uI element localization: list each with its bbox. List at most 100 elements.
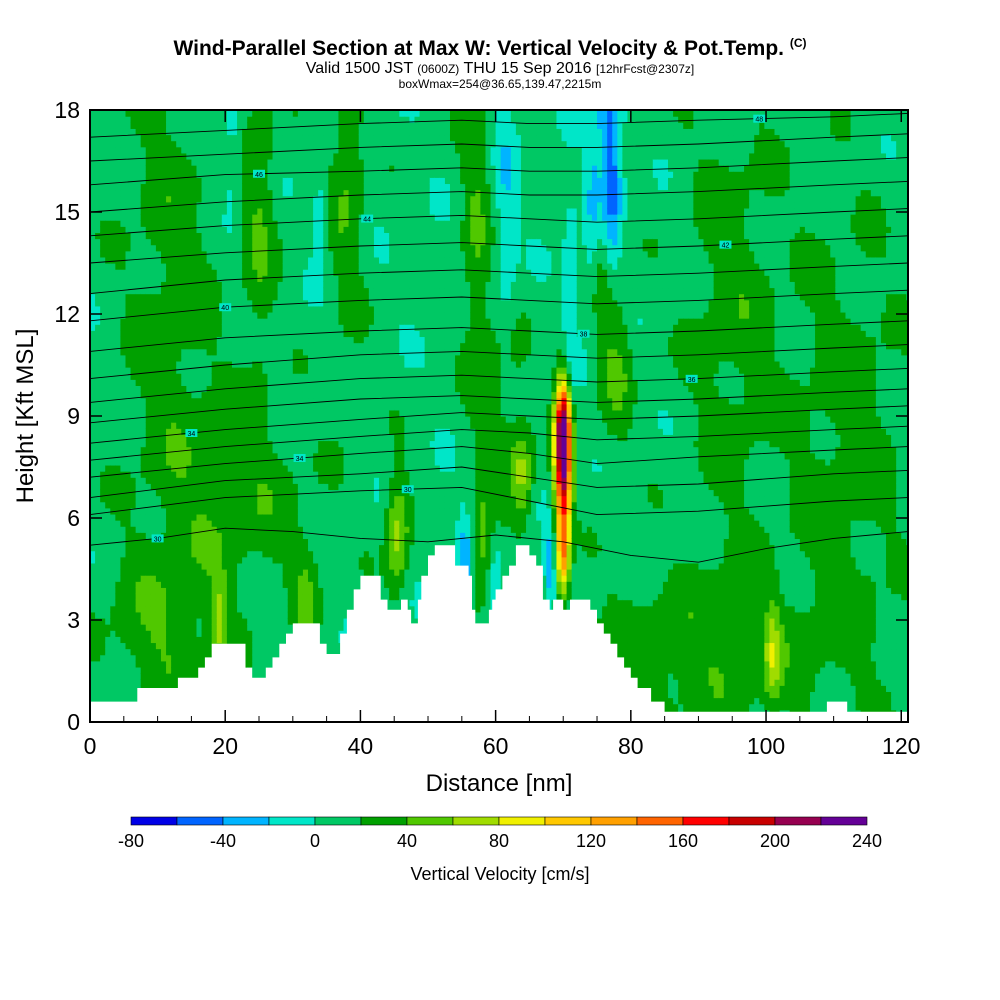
velocity-cell (100, 611, 106, 619)
velocity-cell (176, 458, 182, 466)
velocity-cell (308, 550, 314, 558)
velocity-cell (145, 195, 152, 203)
velocity-cell (237, 428, 243, 435)
velocity-cell (242, 489, 248, 497)
velocity-cell (211, 520, 218, 527)
velocity-cell (272, 556, 279, 564)
velocity-cell (110, 275, 116, 282)
velocity-cell (231, 232, 238, 240)
velocity-cell (252, 452, 258, 460)
velocity-cell (166, 495, 172, 503)
velocity-cell (140, 575, 147, 582)
velocity-cell (313, 207, 319, 215)
velocity-cell (237, 354, 243, 362)
velocity-cell (186, 360, 192, 368)
velocity-cell (206, 624, 213, 631)
velocity-cell (267, 305, 274, 313)
velocity-cell (267, 281, 274, 289)
velocity-cell (120, 250, 127, 258)
velocity-cell (130, 238, 137, 246)
velocity-cell (176, 446, 182, 454)
velocity-cell (171, 214, 177, 221)
velocity-cell (105, 158, 111, 166)
velocity-cell (160, 416, 167, 423)
velocity-cell (231, 244, 238, 252)
velocity-cell (160, 593, 167, 601)
velocity-cell (287, 281, 294, 289)
velocity-cell (318, 532, 324, 539)
velocity-cell (292, 220, 299, 227)
velocity-cell (302, 293, 309, 301)
velocity-cell (237, 232, 243, 240)
velocity-cell (313, 226, 319, 233)
velocity-cell (216, 513, 223, 521)
velocity-cell (216, 385, 223, 393)
velocity-cell (272, 452, 279, 460)
velocity-cell (206, 244, 213, 252)
velocity-cell (328, 214, 334, 221)
velocity-cell (130, 373, 137, 380)
velocity-cell (292, 330, 299, 338)
velocity-cell (140, 195, 147, 203)
velocity-cell (110, 446, 116, 454)
velocity-cell (247, 409, 253, 417)
velocity-cell (105, 611, 111, 619)
velocity-cell (216, 428, 223, 435)
velocity-cell (237, 593, 243, 601)
velocity-cell (135, 538, 142, 546)
velocity-cell (130, 532, 137, 539)
velocity-cell (252, 556, 258, 564)
velocity-cell (297, 311, 304, 319)
velocity-cell (313, 428, 319, 435)
velocity-cell (292, 556, 299, 564)
velocity-cell (130, 256, 137, 264)
velocity-cell (125, 183, 132, 191)
velocity-cell (231, 330, 238, 338)
velocity-cell (231, 165, 238, 172)
velocity-cell (201, 593, 208, 601)
velocity-cell (125, 458, 132, 466)
velocity-cell (135, 642, 142, 650)
velocity-cell (297, 605, 304, 613)
velocity-cell (155, 642, 162, 650)
velocity-cell (287, 158, 294, 166)
velocity-cell (226, 299, 233, 307)
velocity-cell (318, 562, 324, 570)
velocity-cell (226, 464, 233, 472)
velocity-cell (267, 575, 274, 582)
velocity-cell (125, 311, 132, 319)
velocity-cell (272, 544, 279, 552)
velocity-cell (216, 630, 223, 637)
velocity-cell (125, 397, 132, 405)
velocity-cell (120, 575, 127, 582)
velocity-cell (100, 673, 106, 680)
velocity-cell (302, 214, 309, 221)
velocity-cell (115, 397, 122, 405)
velocity-cell (297, 256, 304, 264)
velocity-cell (297, 464, 304, 472)
velocity-cell (226, 446, 233, 454)
velocity-cell (323, 458, 329, 466)
velocity-cell (186, 367, 192, 374)
velocity-cell (242, 360, 248, 368)
velocity-cell (262, 250, 269, 258)
velocity-cell (333, 605, 340, 613)
velocity-cell (262, 636, 269, 644)
velocity-cell (287, 569, 294, 576)
velocity-cell (95, 299, 101, 307)
velocity-cell (282, 385, 289, 393)
velocity-cell (292, 562, 299, 570)
velocity-cell (135, 587, 142, 595)
velocity-cell (135, 244, 142, 252)
velocity-cell (206, 287, 213, 295)
velocity-cell (313, 128, 319, 136)
velocity-cell (181, 434, 187, 442)
velocity-cell (115, 244, 122, 252)
velocity-cell (110, 360, 116, 368)
velocity-cell (191, 250, 198, 258)
velocity-cell (221, 636, 228, 644)
velocity-cell (155, 471, 162, 478)
velocity-cell (292, 183, 299, 191)
velocity-cell (176, 330, 182, 338)
velocity-cell (216, 122, 223, 129)
